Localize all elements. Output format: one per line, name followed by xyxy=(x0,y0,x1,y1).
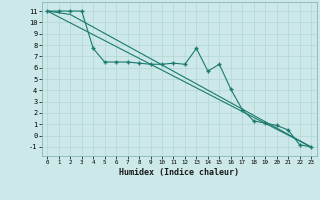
X-axis label: Humidex (Indice chaleur): Humidex (Indice chaleur) xyxy=(119,168,239,177)
